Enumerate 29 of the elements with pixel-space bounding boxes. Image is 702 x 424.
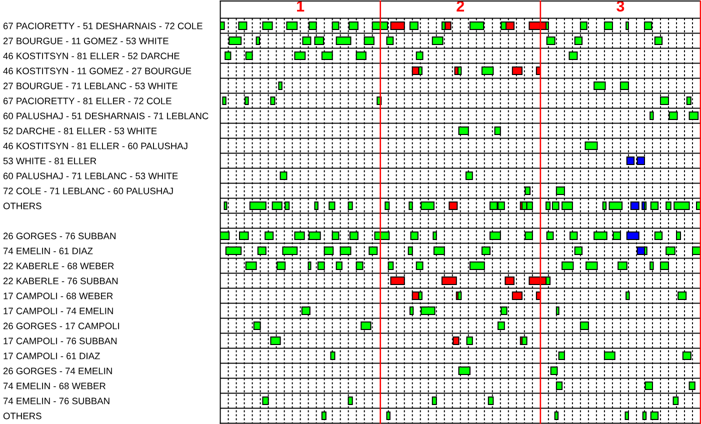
- x-tick-label: 3: [616, 0, 624, 12]
- y-tick-label: 74 EMELIN - 61 DIAZ: [3, 248, 93, 254]
- y-tick-label: 72 COLE - 71 LEBLANC - 60 PALUSHAJ: [3, 188, 173, 194]
- y-tick-label: 46 KOSTITSYN - 81 ELLER - 52 DARCHE: [3, 52, 180, 60]
- y-tick-label: OTHERS: [3, 202, 42, 210]
- y-tick-label: 46 KOSTITSYN - 81 ELLER - 60 PALUSHAJ: [3, 142, 188, 150]
- x-tick-label: 2: [456, 0, 464, 12]
- y-tick-label: 53 WHITE - 81 ELLER: [3, 158, 96, 164]
- y-tick-label: 52 DARCHE - 81 ELLER - 53 WHITE: [3, 128, 157, 134]
- y-tick-label: 22 KABERLE - 76 SUBBAN: [3, 278, 118, 284]
- y-tick-label: 27 BOURGUE - 71 LEBLANC - 53 WHITE: [3, 82, 178, 90]
- y-tick-label: 26 GORGES - 17 CAMPOLI: [3, 322, 120, 330]
- y-tick-label: 46 KOSTITSYN - 11 GOMEZ - 27 BOURGUE: [3, 68, 192, 74]
- x-tick-label: 1: [297, 0, 304, 12]
- y-tick-label: 26 GORGES - 74 EMELIN: [3, 368, 112, 374]
- y-tick-label: 17 CAMPOLI - 68 WEBER: [4, 292, 113, 300]
- y-tick-label: 60 PALUSHAJ - 51 DESHARNAIS - 71 LEBLANC: [3, 112, 208, 120]
- y-tick-label: OTHERS: [3, 412, 42, 420]
- y-tick-label: 60 PALUSHAJ - 71 LEBLANC - 53 WHITE: [3, 172, 178, 180]
- y-tick-label: 67 PACIORETTY - 81 ELLER - 72 COLE: [3, 98, 172, 104]
- y-tick-label: 17 CAMPOLI - 74 EMELIN: [4, 308, 113, 314]
- y-tick-label: 26 GORGES - 76 SUBBAN: [3, 232, 116, 240]
- y-tick-label: 74 EMELIN - 76 SUBBAN: [3, 398, 110, 404]
- y-tick-label: 17 CAMPOLI - 61 DIAZ: [4, 352, 100, 360]
- y-tick-label: 27 BOURGUE - 11 GOMEZ - 53 WHITE: [3, 38, 168, 44]
- y-tick-label: 67 PACIORETTY - 51 DESHARNAIS - 72 COLE: [3, 22, 202, 30]
- y-tick-label: 17 CAMPOLI - 76 SUBBAN: [4, 338, 117, 344]
- y-tick-label: 22 KABERLE - 68 WEBER: [3, 262, 114, 270]
- y-tick-label: 74 EMELIN - 68 WEBER: [3, 382, 106, 390]
